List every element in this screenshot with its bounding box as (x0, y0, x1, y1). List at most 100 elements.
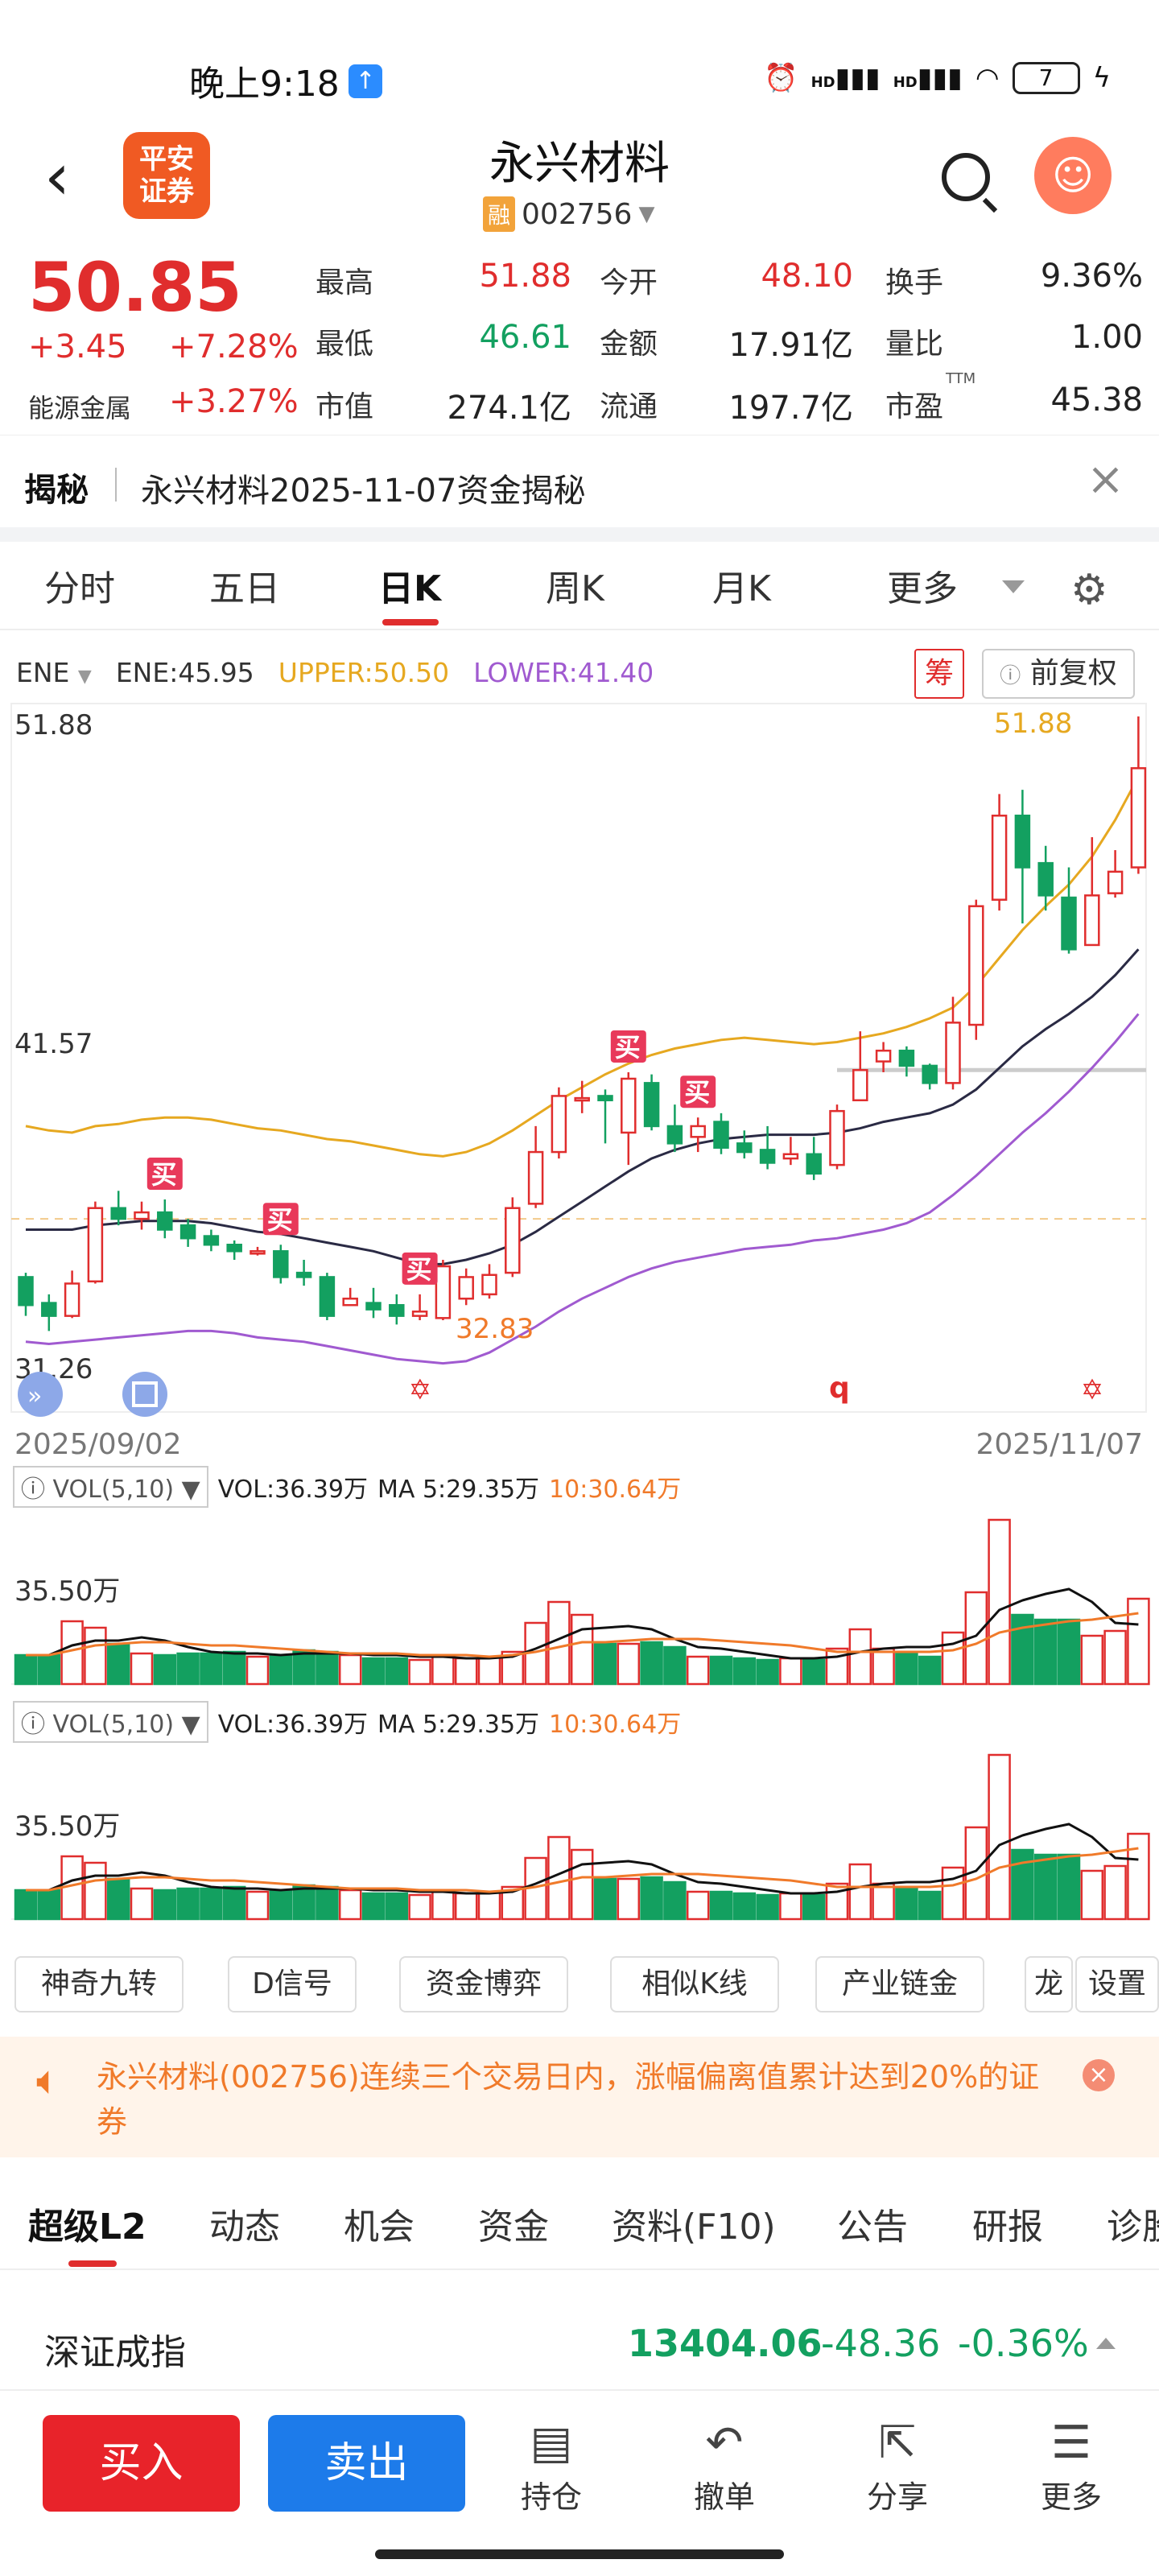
volume-bar (153, 1889, 177, 1921)
tab-opportunity[interactable]: 机会 (344, 2207, 415, 2248)
adjust-button[interactable]: ⓘ 前复权 (982, 649, 1135, 699)
buy-marker-label: 买 (615, 1032, 641, 1063)
tab-f10[interactable]: 资料(F10) (612, 2207, 776, 2248)
menu-icon: ☰ (1050, 2417, 1092, 2469)
open-value: 48.10 (761, 258, 853, 295)
volume-bar (1103, 1629, 1127, 1686)
stock-code-row[interactable]: 融 002756 ▼ (483, 196, 654, 232)
tab-funds[interactable]: 资金 (478, 2207, 549, 2248)
tool-more[interactable]: 龙 (1025, 1956, 1073, 2013)
volume-y-tick: 35.50万 (14, 1575, 120, 1608)
nav-share[interactable]: ⇱ 分享 (845, 2414, 950, 2516)
candle-body (806, 1153, 822, 1175)
candle (991, 794, 1008, 911)
reveal-text[interactable]: 永兴材料2025-11-07资金揭秘 (141, 473, 586, 510)
notice-banner[interactable]: 🔈︎ 永兴材料(002756)连续三个交易日内，涨幅偏离值累计达到20%的证券 … (0, 2037, 1159, 2157)
pe-value: 45.38 (1050, 382, 1143, 419)
chevron-up-icon[interactable] (1096, 2338, 1116, 2349)
nav-cancel[interactable]: ↶ 撤单 (672, 2414, 777, 2516)
close-icon[interactable]: × (1087, 453, 1124, 506)
index-ticker[interactable]: 深证成指 13404.06 -48.36 -0.36% (0, 2302, 1159, 2391)
battery-icon: 7 (1012, 62, 1080, 94)
scroll-left-button[interactable]: » (18, 1372, 63, 1417)
volume-chart-2[interactable]: 35.50万 (0, 1740, 1159, 1934)
buy-marker: 买 (146, 1158, 183, 1190)
star-marker: ✡ (409, 1374, 431, 1406)
buy-marker-bg (262, 1203, 299, 1236)
tab-five-day[interactable]: 五日 (209, 568, 280, 609)
candle-body (110, 1207, 126, 1220)
fund-reveal-bar[interactable]: 揭秘 永兴材料2025-11-07资金揭秘 × (0, 435, 1159, 527)
tool-fund-game[interactable]: 资金博弈 (399, 1956, 568, 2013)
sector-name[interactable]: 能源金属 (28, 393, 132, 423)
volume-bar (200, 1652, 223, 1686)
nav-holdings[interactable]: ▤ 持仓 (499, 2414, 604, 2516)
candle (666, 1104, 683, 1153)
nav-cancel-label: 撤单 (693, 2479, 755, 2515)
close-icon[interactable]: × (1083, 2059, 1115, 2091)
candle (574, 1080, 590, 1113)
volume-bar (686, 1890, 710, 1921)
tab-super-l2[interactable]: 超级L2 (28, 2207, 146, 2248)
candle-body (922, 1064, 938, 1084)
tab-announcements[interactable]: 公告 (837, 2207, 908, 2248)
volume-ma10-2: 10:30.64万 (549, 1711, 682, 1739)
volume-bar (222, 1650, 246, 1686)
volume-bar (431, 1889, 455, 1921)
buy-button[interactable]: 买入 (43, 2415, 240, 2512)
tab-weekly-k[interactable]: 周K (546, 568, 604, 609)
float-value: 197.7亿 (728, 390, 853, 427)
sell-button[interactable]: 卖出 (268, 2415, 465, 2512)
tab-news[interactable]: 动态 (209, 2207, 280, 2248)
tab-monthly-k[interactable]: 月K (712, 568, 771, 609)
candle (922, 1063, 938, 1090)
candle (1130, 716, 1147, 874)
tab-indicator (382, 619, 439, 625)
indicator-selector[interactable]: ENE ▼ (16, 657, 92, 688)
tool-industry-chain[interactable]: 产业链金 (815, 1956, 984, 2013)
volume-bar (1033, 1618, 1058, 1686)
candle (87, 1201, 104, 1284)
search-icon[interactable] (942, 153, 990, 201)
volume-bar (848, 1863, 872, 1921)
tool-settings[interactable]: 设置 (1075, 1956, 1159, 2013)
date-end: 2025/11/07 (975, 1428, 1144, 1461)
tool-d-signal[interactable]: D信号 (228, 1956, 357, 2013)
avatar[interactable]: ☺ (1034, 137, 1112, 214)
volume-bar (663, 1645, 687, 1686)
back-icon[interactable]: ‹ (44, 139, 70, 214)
volume-selector-2[interactable]: ⓘ VOL(5,10) ▼ (13, 1701, 208, 1743)
volume-bar (361, 1892, 386, 1921)
tab-more[interactable]: 更多 (887, 568, 958, 609)
candle (435, 1260, 452, 1320)
volume-selector[interactable]: ⓘ VOL(5,10) ▼ (13, 1466, 208, 1508)
section-gap (0, 527, 1159, 542)
candle (1084, 837, 1100, 947)
tool-similar-k[interactable]: 相似K线 (610, 1956, 779, 2013)
nav-more[interactable]: ☰ 更多 (1019, 2414, 1124, 2516)
chip-button[interactable]: 筹 (914, 649, 964, 699)
tab-research[interactable]: 研报 (972, 2207, 1043, 2248)
index-name: 深证成指 (44, 2332, 186, 2373)
volume-bar (222, 1885, 246, 1921)
candle (968, 899, 984, 1040)
tab-daily-k[interactable]: 日K (378, 568, 442, 609)
low-label: 最低 (316, 328, 374, 361)
candle (411, 1294, 428, 1320)
gear-icon[interactable]: ⚙ (1070, 566, 1108, 614)
candle (806, 1137, 822, 1180)
status-icons: ⏰ HD▮▮▮ HD▮▮▮ ◠ 7 ϟ (764, 58, 1111, 98)
volume-bar (988, 1753, 1011, 1921)
volume-bar (316, 1650, 339, 1686)
tab-intraday[interactable]: 分时 (44, 568, 115, 609)
tool-nine-turn[interactable]: 神奇九转 (14, 1956, 184, 2013)
volume-bar (316, 1885, 339, 1921)
volume-ma5-line (26, 1587, 1139, 1660)
broker-logo: 平安证券 (123, 132, 210, 219)
volume-bar (756, 1893, 779, 1921)
fullscreen-button[interactable] (122, 1372, 167, 1417)
candle-body (736, 1142, 753, 1154)
volume-chart-1[interactable]: 35.50万 (0, 1505, 1159, 1699)
tab-diagnosis[interactable]: 诊股 (1107, 2207, 1159, 2248)
